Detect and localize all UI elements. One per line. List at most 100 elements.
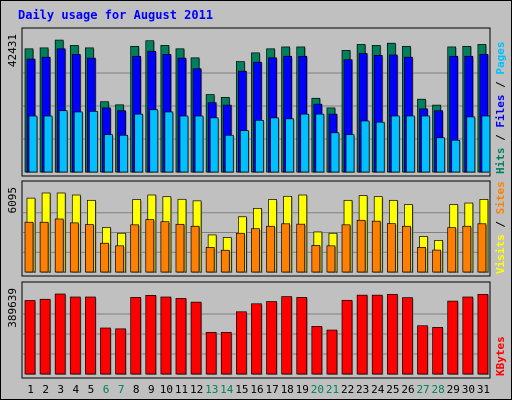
bar-pages-5: [89, 110, 98, 173]
x-tick-label: 22: [341, 383, 354, 396]
bar-sites-28: [432, 249, 441, 273]
x-tick-label: 15: [235, 383, 248, 396]
x-tick-label: 20: [311, 383, 324, 396]
bar-pages-28: [436, 137, 445, 173]
bar-sites-3: [54, 218, 64, 273]
bar-kbytes-10: [160, 296, 172, 375]
x-tick-label: 27: [416, 383, 429, 396]
bar-sites-23: [356, 219, 366, 273]
x-tick-label: 4: [73, 383, 80, 396]
bar-pages-14: [224, 134, 234, 173]
bar-pages-21: [330, 132, 340, 173]
x-tick-label: 28: [432, 383, 445, 396]
bar-kbytes-26: [402, 297, 413, 375]
bar-kbytes-19: [296, 297, 308, 375]
x-tick-label: 25: [386, 383, 399, 396]
bar-kbytes-4: [69, 296, 81, 375]
bar-pages-7: [119, 134, 128, 173]
legend: Hits / Files / Pages: [494, 42, 507, 175]
legend: KBytes: [494, 336, 507, 376]
x-tick-label: 11: [175, 383, 188, 396]
legend-entry: /: [494, 214, 507, 234]
bar-pages-3: [58, 110, 68, 173]
bar-sites-20: [311, 245, 321, 273]
bar-sites-9: [145, 219, 155, 273]
bar-kbytes-11: [175, 298, 187, 375]
bar-kbytes-5: [85, 296, 96, 375]
bar-pages-27: [421, 115, 430, 173]
bar-kbytes-30: [462, 296, 474, 375]
legend-entry: Hits: [494, 148, 507, 175]
x-tick-label: 12: [190, 383, 203, 396]
bar-sites-21: [326, 245, 336, 273]
bar-kbytes-29: [447, 300, 459, 375]
bar-kbytes-27: [417, 325, 428, 375]
bar-kbytes-22: [341, 299, 353, 375]
bar-sites-26: [402, 225, 411, 273]
x-tick-label: 16: [250, 383, 263, 396]
bar-kbytes-23: [356, 294, 368, 375]
bar-pages-20: [315, 113, 325, 173]
x-tick-label: 29: [447, 383, 460, 396]
bar-kbytes-28: [432, 327, 443, 375]
legend-entry: Visits: [494, 234, 507, 274]
bar-kbytes-31: [477, 293, 489, 375]
bar-sites-27: [417, 247, 426, 273]
x-tick-label: 1: [27, 383, 34, 396]
bar-kbytes-8: [130, 297, 142, 375]
bar-pages-26: [406, 115, 415, 173]
bar-pages-29: [451, 139, 461, 173]
x-tick-label: 31: [477, 383, 490, 396]
x-tick-label: 23: [356, 383, 369, 396]
legend-entry: Files: [494, 95, 507, 128]
bar-kbytes-3: [54, 293, 66, 375]
bar-sites-13: [205, 247, 215, 273]
x-tick-label: 2: [42, 383, 49, 396]
y-max-label: 389639: [6, 288, 19, 328]
bar-kbytes-14: [220, 331, 232, 375]
bar-sites-15: [236, 232, 245, 273]
bar-sites-31: [477, 223, 487, 273]
bar-kbytes-2: [39, 298, 51, 375]
bar-sites-8: [130, 224, 140, 273]
legend-entry: /: [494, 128, 507, 148]
legend-entry: Sites: [494, 181, 507, 214]
bar-sites-6: [100, 242, 109, 273]
bar-kbytes-21: [326, 329, 338, 375]
y-max-label: 6095: [6, 187, 19, 214]
bar-sites-16: [251, 228, 260, 273]
bar-pages-1: [28, 115, 38, 173]
x-tick-label: 26: [401, 383, 414, 396]
panel-kbytes: 389639 KBytes: [6, 281, 507, 379]
bar-sites-29: [447, 227, 457, 273]
bar-kbytes-24: [371, 294, 383, 375]
bar-sites-18: [281, 223, 290, 273]
bar-pages-11: [179, 115, 189, 173]
bar-pages-8: [134, 113, 144, 173]
x-axis-labels: 1 2 3 4 5 6 7 8 9 10 11 12 13 14 15 16 17 18 19 20 21 22 23 24 2…: [27, 383, 490, 396]
bar-sites-11: [175, 223, 185, 273]
bar-kbytes-18: [281, 296, 292, 375]
bar-pages-30: [466, 116, 476, 173]
x-tick-label: 5: [88, 383, 95, 396]
bar-kbytes-6: [100, 327, 111, 375]
bar-sites-2: [39, 221, 49, 273]
x-tick-label: 6: [103, 383, 110, 396]
legend: Visits / Sites: [494, 181, 507, 274]
legend-entry: KBytes: [494, 336, 507, 376]
bar-pages-4: [73, 111, 83, 173]
bar-pages-19: [300, 113, 310, 173]
bar-sites-7: [115, 245, 124, 273]
panel-hits: 42431 Hits / Files / Pages: [6, 27, 507, 177]
x-tick-label: 24: [371, 383, 385, 396]
bar-kbytes-15: [236, 311, 247, 375]
bar-pages-22: [345, 134, 355, 173]
bar-pages-6: [104, 134, 113, 173]
bar-sites-30: [462, 225, 472, 273]
bar-sites-10: [160, 221, 170, 273]
bar-pages-23: [360, 120, 370, 173]
bar-pages-25: [390, 115, 400, 173]
chart-title: Daily usage for August 2011: [18, 8, 213, 22]
bar-kbytes-17: [266, 301, 277, 375]
